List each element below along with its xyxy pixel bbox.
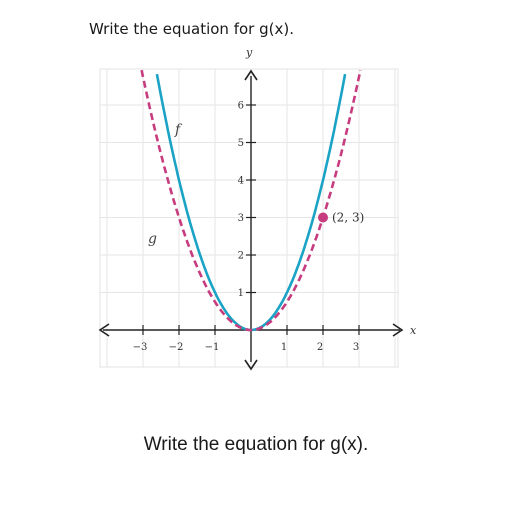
- y-axis-arrow-down: [244, 359, 258, 371]
- ticks: [142, 104, 360, 335]
- x-axis-arrow-right: [392, 323, 404, 337]
- curve-label-g: g: [148, 231, 157, 247]
- x-tick-label: 2: [317, 342, 323, 353]
- x-tick-label: −1: [205, 342, 220, 353]
- curves: [140, 69, 362, 332]
- point-label: (2, 3): [332, 211, 364, 225]
- point-marker: [318, 212, 328, 223]
- y-tick-label: 6: [238, 101, 244, 112]
- x-tick-label: −3: [133, 342, 148, 353]
- x-tick-label: 1: [281, 342, 287, 353]
- curve-label-f: f: [174, 122, 183, 138]
- question-text-bottom: Write the equation for g(x).: [143, 434, 369, 455]
- labels: x y −3 −2 −1 1 2 3 1 2 3 4 5 6 f g (2, 3): [133, 46, 417, 353]
- y-axis-arrow-up: [244, 69, 258, 81]
- question-text-top: Write the equation for g(x).: [89, 20, 294, 38]
- y-tick-label: 3: [238, 213, 244, 224]
- x-tick-label: 3: [353, 342, 359, 353]
- y-tick-label: 4: [238, 176, 244, 187]
- y-tick-label: 5: [238, 138, 244, 149]
- x-tick-label: −2: [169, 342, 184, 353]
- y-axis-label: y: [245, 46, 253, 59]
- y-tick-label: 2: [238, 251, 244, 262]
- y-tick-label: 1: [238, 288, 244, 299]
- x-axis-arrow-left: [98, 323, 110, 337]
- x-axis-label: x: [410, 324, 417, 337]
